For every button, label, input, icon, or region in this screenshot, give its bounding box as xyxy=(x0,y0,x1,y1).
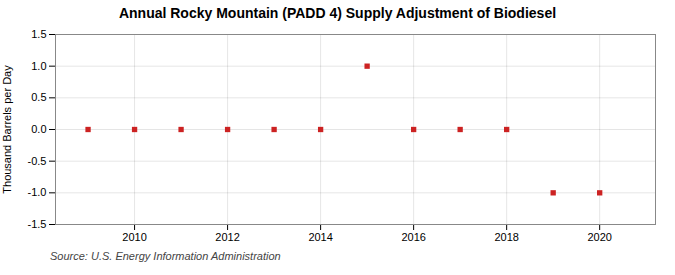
svg-text:2016: 2016 xyxy=(401,231,425,243)
svg-text:2012: 2012 xyxy=(215,231,239,243)
svg-text:0.0: 0.0 xyxy=(31,123,46,135)
html-text:Annual Rocky Mountain (PADD 4): Annual Rocky Mountain (PADD 4) Supply Ad… xyxy=(118,5,557,21)
svg-text:2020: 2020 xyxy=(587,231,611,243)
svg-text:-0.5: -0.5 xyxy=(28,155,47,167)
svg-text:1.0: 1.0 xyxy=(31,60,46,72)
svg-text:2018: 2018 xyxy=(494,231,518,243)
svg-text:0.5: 0.5 xyxy=(31,91,46,103)
svg-text:2014: 2014 xyxy=(308,231,332,243)
svg-text:2010: 2010 xyxy=(122,231,146,243)
svg-text:-1.5: -1.5 xyxy=(28,218,47,230)
svg-text:Thousand Barrels per Day: Thousand Barrels per Day xyxy=(1,65,13,194)
svg-text:-1.0: -1.0 xyxy=(28,186,47,198)
html-text:Source: U.S. Energy Informatio: Source: U.S. Energy Information Administ… xyxy=(50,250,281,262)
svg-text:1.5: 1.5 xyxy=(31,28,46,40)
